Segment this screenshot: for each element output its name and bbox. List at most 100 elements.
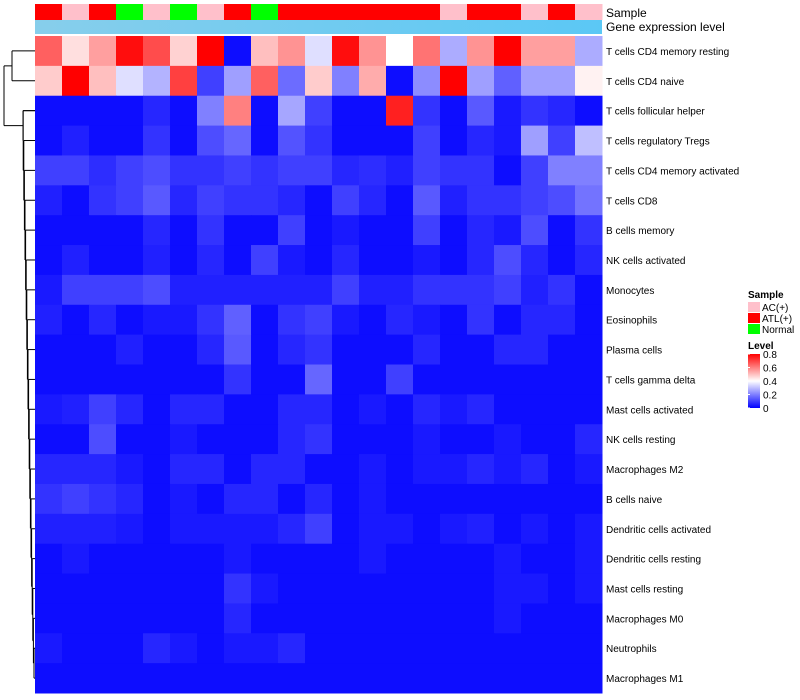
heatmap-cell <box>332 36 360 67</box>
heatmap-cell <box>224 364 252 395</box>
heatmap-cell <box>386 663 414 694</box>
heatmap-cell <box>62 215 90 246</box>
heatmap-cell <box>494 364 522 395</box>
heatmap-cell <box>197 65 225 97</box>
heatmap-cell <box>467 245 495 276</box>
heatmap-cell <box>467 125 495 156</box>
heatmap-cell <box>548 304 576 336</box>
sample-legend-title: Sample <box>748 290 784 301</box>
heatmap-cell <box>278 454 306 485</box>
heatmap-cell <box>413 334 441 365</box>
row-label: T cells CD4 naive <box>606 77 685 88</box>
heatmap-cell <box>35 155 63 186</box>
heatmap-cell <box>548 573 576 604</box>
heatmap-cell <box>467 424 495 455</box>
heatmap-cell <box>494 603 522 634</box>
heatmap-cell <box>548 215 576 246</box>
heatmap-cell <box>305 65 333 97</box>
heatmap-cell <box>89 36 117 67</box>
heatmap-cell <box>224 36 252 67</box>
heatmap-cell <box>332 513 360 545</box>
heatmap-cell <box>359 185 387 216</box>
sample-annotation-cell <box>116 4 144 20</box>
heatmap-cell <box>440 95 468 127</box>
sample-track-label: Sample <box>606 6 647 20</box>
heatmap-cell <box>521 394 549 425</box>
heatmap-cell <box>305 663 333 694</box>
heatmap-cell <box>386 364 414 395</box>
heatmap-cell <box>413 304 441 336</box>
heatmap-cell <box>386 95 414 127</box>
heatmap-cell <box>467 185 495 216</box>
heatmap-cell <box>305 185 333 216</box>
heatmap-cell <box>575 454 603 485</box>
heatmap-cell <box>521 483 549 515</box>
heatmap-cell <box>386 603 414 634</box>
heatmap-cell <box>35 334 63 365</box>
heatmap-cell <box>89 65 117 97</box>
heatmap-cell <box>143 663 171 694</box>
heatmap-cell <box>170 663 198 694</box>
heatmap-cell <box>575 543 603 575</box>
heatmap-cell <box>359 95 387 127</box>
heatmap-cell <box>359 483 387 515</box>
heatmap-cell <box>35 454 63 485</box>
heatmap-cell <box>413 424 441 455</box>
heatmap-cell <box>521 424 549 455</box>
heatmap-cell <box>332 274 360 306</box>
heatmap-cell <box>305 36 333 67</box>
heatmap-cell <box>197 483 225 515</box>
heatmap-cell <box>116 603 144 634</box>
heatmap-cell <box>278 663 306 694</box>
heatmap-cell <box>467 304 495 336</box>
heatmap-cell <box>62 334 90 365</box>
heatmap-cell <box>359 245 387 276</box>
heatmap-cell <box>170 215 198 246</box>
heatmap-cell <box>35 543 63 575</box>
heatmap-cell <box>143 36 171 67</box>
heatmap-cell <box>89 543 117 575</box>
heatmap-cell <box>116 454 144 485</box>
sample-legend-swatch <box>748 302 760 312</box>
heatmap-cell <box>251 334 279 365</box>
heatmap-cell <box>278 125 306 156</box>
heatmap-cell <box>467 513 495 545</box>
heatmap-cell <box>575 633 603 664</box>
heatmap-cell <box>359 125 387 156</box>
heatmap-cell <box>251 155 279 186</box>
heatmap-cell <box>494 215 522 246</box>
heatmap-cell <box>332 633 360 664</box>
level-legend-tick-label: 0.8 <box>763 350 777 361</box>
heatmap-cell <box>305 573 333 604</box>
heatmap-cell <box>116 215 144 246</box>
heatmap-cell <box>494 633 522 664</box>
heatmap-cell <box>575 125 603 156</box>
heatmap-cell <box>62 245 90 276</box>
heatmap-cell <box>332 663 360 694</box>
heatmap-cell <box>224 334 252 365</box>
heatmap-cell <box>386 274 414 306</box>
heatmap-cell <box>116 663 144 694</box>
row-label: Dendritic cells resting <box>606 555 701 566</box>
heatmap-cell <box>575 95 603 127</box>
heatmap-cell <box>197 633 225 664</box>
heatmap-cell <box>89 245 117 276</box>
heatmap-cell <box>35 394 63 425</box>
row-label: Neutrophils <box>606 644 657 655</box>
heatmap-cell <box>251 543 279 575</box>
heatmap-cell <box>143 603 171 634</box>
heatmap-cell <box>413 274 441 306</box>
sample-legend-swatch <box>748 324 760 334</box>
heatmap-cell <box>197 185 225 216</box>
heatmap-cell <box>548 454 576 485</box>
heatmap-cell <box>89 633 117 664</box>
sample-legend: Sample AC(+)ATL(+)Normal <box>748 290 794 336</box>
heatmap-cell <box>143 245 171 276</box>
heatmap-cell <box>467 334 495 365</box>
heatmap-cell <box>467 95 495 127</box>
heatmap-cell <box>143 513 171 545</box>
heatmap-cell <box>143 633 171 664</box>
heatmap-cell <box>548 483 576 515</box>
heatmap-cell <box>467 215 495 246</box>
heatmap-cell <box>278 155 306 186</box>
